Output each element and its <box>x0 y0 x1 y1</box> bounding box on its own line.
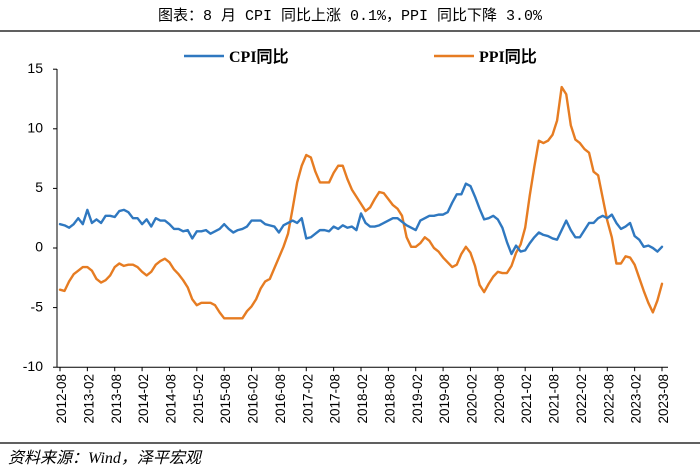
legend-label-ppi: PPI同比 <box>479 48 537 66</box>
x-tick-label: 2018-02 <box>355 374 370 424</box>
series-line-cpi <box>58 182 664 256</box>
x-axis: 2012-08 2013-02 2013-08 2014-02 2014-08 2015-… <box>54 366 671 424</box>
x-tick-label: 2014-08 <box>164 374 179 424</box>
x-tick-label: 2018-08 <box>382 374 397 424</box>
x-tick-label: 2012-08 <box>54 374 69 424</box>
x-tick-label: 2020-08 <box>492 374 507 424</box>
x-tick-label: 2015-02 <box>191 374 206 424</box>
x-tick-label: 2021-08 <box>547 374 562 424</box>
legend-label-cpi: CPI同比 <box>229 48 289 66</box>
x-tick-label: 2015-08 <box>218 374 233 424</box>
x-tick-label: 2017-02 <box>300 374 315 424</box>
legend: CPI同比 PPI同比 <box>184 48 537 66</box>
x-ticks: 2012-08 2013-02 2013-08 2014-02 2014-08 2015-… <box>54 367 671 424</box>
x-tick-label: 2022-08 <box>601 374 616 424</box>
x-tick-label: 2023-08 <box>656 374 671 424</box>
y-tick-label: -10 <box>23 358 43 374</box>
chart-title: 图表：8 月 CPI 同比上涨 0.1%，PPI 同比下降 3.0% <box>158 7 543 25</box>
x-tick-label: 2022-02 <box>574 374 589 424</box>
source-note: 资料来源：Wind，泽平宏观 <box>8 449 203 467</box>
series-line-ppi <box>58 85 664 320</box>
legend-item-cpi: CPI同比 <box>184 48 289 66</box>
x-tick-label: 2013-08 <box>109 374 124 424</box>
x-tick-label: 2016-08 <box>273 374 288 424</box>
x-tick-label: 2013-02 <box>81 374 96 424</box>
x-tick-label: 2019-02 <box>410 374 425 424</box>
x-tick-label: 2016-02 <box>246 374 261 424</box>
x-tick-label: 2014-02 <box>136 374 151 424</box>
x-tick-label: 2019-08 <box>437 374 452 424</box>
y-tick-label: 0 <box>35 239 43 255</box>
y-tick-label: 5 <box>35 179 43 195</box>
y-ticks: 15 10 5 0 -5 -10 <box>23 60 57 374</box>
legend-item-ppi: PPI同比 <box>434 48 537 66</box>
x-tick-label: 2023-02 <box>629 374 644 424</box>
y-tick-label: -5 <box>31 298 44 314</box>
y-tick-label: 15 <box>27 60 43 76</box>
x-tick-label: 2017-08 <box>328 374 343 424</box>
y-tick-label: 10 <box>27 120 43 136</box>
y-axis: 15 10 5 0 -5 -10 <box>23 60 58 374</box>
x-tick-label: 2021-02 <box>519 374 534 424</box>
plot-series <box>58 85 664 320</box>
x-tick-label: 2020-02 <box>465 374 480 424</box>
